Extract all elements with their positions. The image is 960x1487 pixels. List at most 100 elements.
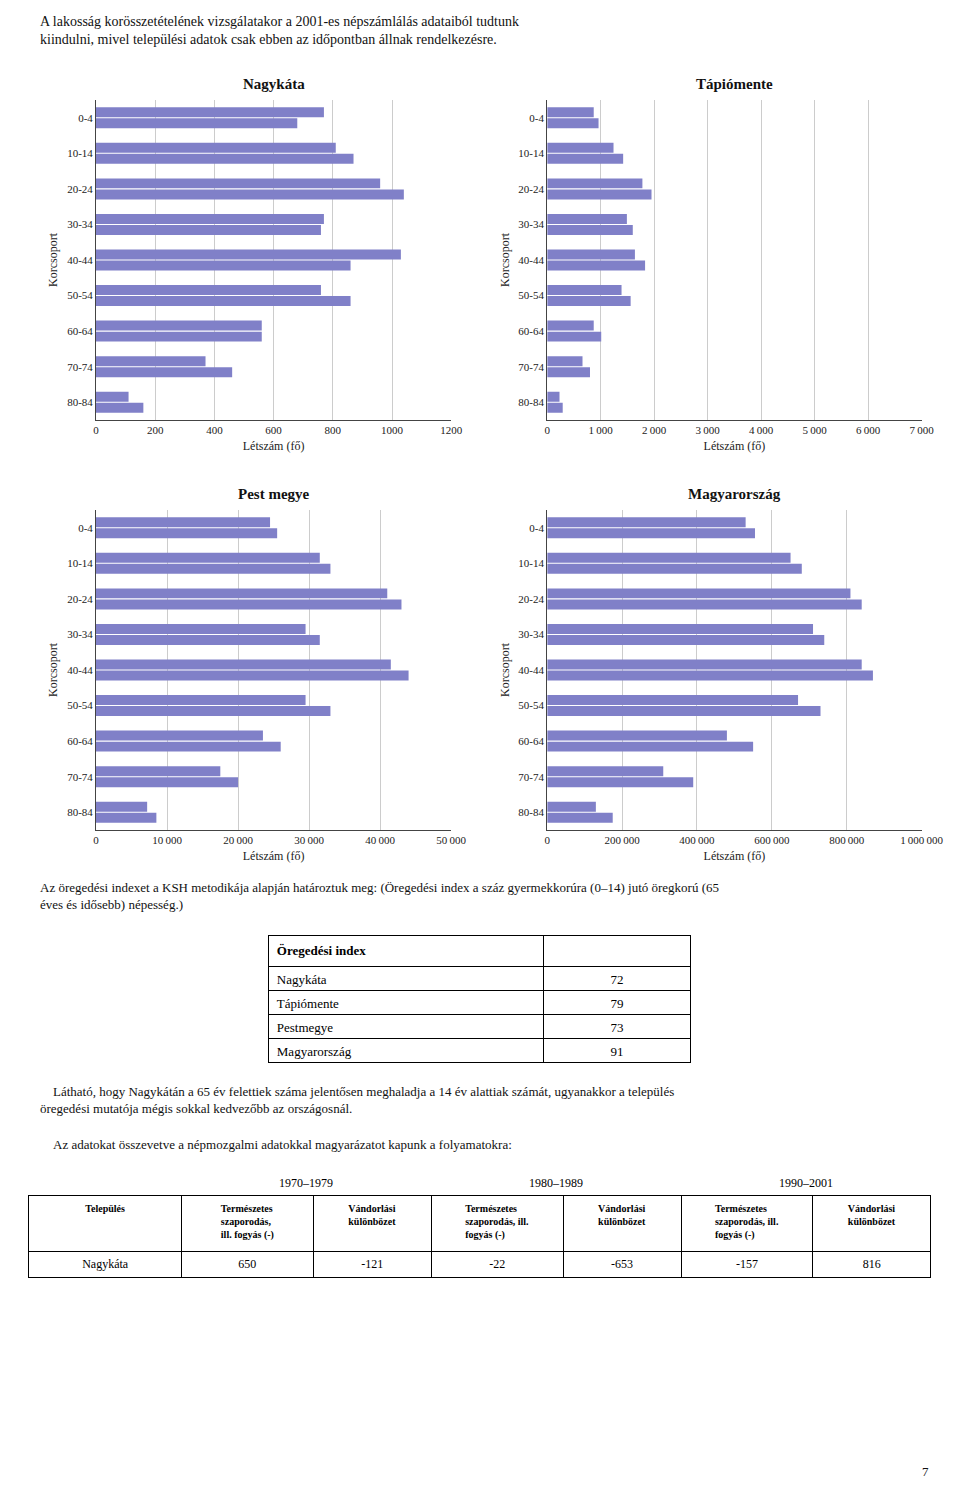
svg-text:-22: -22 <box>489 1257 505 1271</box>
svg-text:20-24: 20-24 <box>67 183 93 195</box>
svg-text:70-74: 70-74 <box>67 771 93 783</box>
svg-text:A lakosság korösszetételének v: A lakosság korösszetételének vizsgálatak… <box>40 14 519 47</box>
svg-text:816: 816 <box>863 1257 881 1271</box>
svg-text:Vándorlásikülönbözet: Vándorlásikülönbözet <box>848 1203 896 1227</box>
svg-text:70-74: 70-74 <box>518 771 544 783</box>
svg-text:20-24: 20-24 <box>518 593 544 605</box>
svg-text:Létszám (fő): Létszám (fő) <box>704 849 766 863</box>
svg-text:Természetesszaporodás, ill.fog: Természetesszaporodás, ill.fogyás (-) <box>465 1203 529 1241</box>
svg-text:80-84: 80-84 <box>67 806 93 818</box>
svg-text:40-44: 40-44 <box>67 664 93 676</box>
svg-text:2 000: 2 000 <box>642 424 667 436</box>
svg-text:10-14: 10-14 <box>67 557 93 569</box>
svg-text:5 000: 5 000 <box>803 424 828 436</box>
svg-text:1980–1989: 1980–1989 <box>529 1176 583 1190</box>
svg-text:-653: -653 <box>611 1257 633 1271</box>
svg-text:70-74: 70-74 <box>67 361 93 373</box>
svg-text:60-64: 60-64 <box>67 325 93 337</box>
svg-text:Nagykáta: Nagykáta <box>277 972 327 987</box>
svg-text:30-34: 30-34 <box>518 218 544 230</box>
svg-text:Nagykáta: Nagykáta <box>243 76 305 92</box>
svg-text:Létszám (fő): Létszám (fő) <box>243 439 305 453</box>
svg-text:20-24: 20-24 <box>67 593 93 605</box>
svg-text:Korcsoport: Korcsoport <box>498 642 512 697</box>
svg-text:1 000: 1 000 <box>589 424 614 436</box>
svg-text:Az adatokat összevetve a népmo: Az adatokat összevetve a népmozgalmi ada… <box>40 1137 512 1152</box>
svg-text:40-44: 40-44 <box>518 254 544 266</box>
svg-text:72: 72 <box>610 972 623 987</box>
svg-text:40-44: 40-44 <box>518 664 544 676</box>
svg-text:40-44: 40-44 <box>67 254 93 266</box>
svg-text:4 000: 4 000 <box>749 424 774 436</box>
svg-text:0-4: 0-4 <box>78 112 93 124</box>
svg-text:1990–2001: 1990–2001 <box>779 1176 833 1190</box>
svg-text:80-84: 80-84 <box>67 396 93 408</box>
svg-text:30-34: 30-34 <box>67 218 93 230</box>
svg-text:60-64: 60-64 <box>518 325 544 337</box>
svg-text:Vándorlásikülönbözet: Vándorlásikülönbözet <box>348 1203 396 1227</box>
svg-text:30 000: 30 000 <box>294 834 324 846</box>
svg-text:0-4: 0-4 <box>529 112 544 124</box>
svg-text:0: 0 <box>93 834 99 846</box>
svg-text:Korcsoport: Korcsoport <box>46 232 60 287</box>
svg-text:20 000: 20 000 <box>223 834 253 846</box>
svg-text:79: 79 <box>610 996 623 1011</box>
svg-text:Vándorlásikülönbözet: Vándorlásikülönbözet <box>598 1203 646 1227</box>
svg-text:Öregedési index: Öregedési index <box>277 943 366 958</box>
svg-text:20-24: 20-24 <box>518 183 544 195</box>
svg-text:0-4: 0-4 <box>78 522 93 534</box>
svg-text:60-64: 60-64 <box>67 735 93 747</box>
svg-text:Korcsoport: Korcsoport <box>498 232 512 287</box>
svg-text:50-54: 50-54 <box>518 289 544 301</box>
svg-text:Pest megye: Pest megye <box>238 486 310 502</box>
svg-text:10-14: 10-14 <box>518 147 544 159</box>
svg-text:6 000: 6 000 <box>856 424 881 436</box>
svg-text:200: 200 <box>147 424 164 436</box>
svg-text:30-34: 30-34 <box>67 628 93 640</box>
svg-text:0-4: 0-4 <box>529 522 544 534</box>
svg-text:600 000: 600 000 <box>754 834 790 846</box>
svg-text:0: 0 <box>93 424 99 436</box>
svg-text:10-14: 10-14 <box>518 557 544 569</box>
svg-text:Az öregedési indexet a KSH met: Az öregedési indexet a KSH metodikája al… <box>40 880 719 912</box>
svg-text:40 000: 40 000 <box>365 834 395 846</box>
svg-text:Létszám (fő): Létszám (fő) <box>704 439 766 453</box>
svg-text:70-74: 70-74 <box>518 361 544 373</box>
svg-text:1000: 1000 <box>381 424 404 436</box>
svg-text:-121: -121 <box>361 1257 383 1271</box>
svg-text:80-84: 80-84 <box>518 396 544 408</box>
svg-text:7: 7 <box>922 1464 929 1479</box>
svg-text:800: 800 <box>325 424 342 436</box>
svg-text:-157: -157 <box>736 1257 758 1271</box>
svg-text:0: 0 <box>544 834 550 846</box>
svg-text:Tápiómente: Tápiómente <box>277 996 339 1011</box>
svg-text:800 000: 800 000 <box>829 834 865 846</box>
svg-text:Természetesszaporodás,ill. fog: Természetesszaporodás,ill. fogyás (-) <box>221 1203 274 1241</box>
svg-text:600: 600 <box>265 424 282 436</box>
svg-text:73: 73 <box>610 1020 623 1035</box>
svg-text:3 000: 3 000 <box>696 424 721 436</box>
svg-text:50 000: 50 000 <box>436 834 466 846</box>
svg-text:Magyarország: Magyarország <box>277 1044 352 1059</box>
svg-text:Nagykáta: Nagykáta <box>82 1257 129 1271</box>
svg-text:1970–1979: 1970–1979 <box>279 1176 333 1190</box>
svg-text:0: 0 <box>544 424 550 436</box>
svg-text:Korcsoport: Korcsoport <box>46 642 60 697</box>
svg-text:7 000: 7 000 <box>909 424 934 436</box>
svg-text:Létszám (fő): Létszám (fő) <box>243 849 305 863</box>
svg-text:50-54: 50-54 <box>67 699 93 711</box>
svg-text:1200: 1200 <box>440 424 463 436</box>
svg-text:10 000: 10 000 <box>152 834 182 846</box>
svg-text:Magyarország: Magyarország <box>688 486 781 502</box>
svg-text:200 000: 200 000 <box>604 834 640 846</box>
svg-text:Település: Település <box>85 1203 125 1214</box>
svg-text:Tápiómente: Tápiómente <box>696 76 773 92</box>
svg-text:91: 91 <box>610 1044 623 1059</box>
svg-text:1 000 000: 1 000 000 <box>900 834 943 846</box>
svg-text:50-54: 50-54 <box>67 289 93 301</box>
svg-text:400: 400 <box>206 424 223 436</box>
svg-text:50-54: 50-54 <box>518 699 544 711</box>
svg-text:10-14: 10-14 <box>67 147 93 159</box>
svg-text:Látható, hogy Nagykátán a 65 é: Látható, hogy Nagykátán a 65 év felettie… <box>40 1084 674 1116</box>
svg-text:400 000: 400 000 <box>679 834 715 846</box>
